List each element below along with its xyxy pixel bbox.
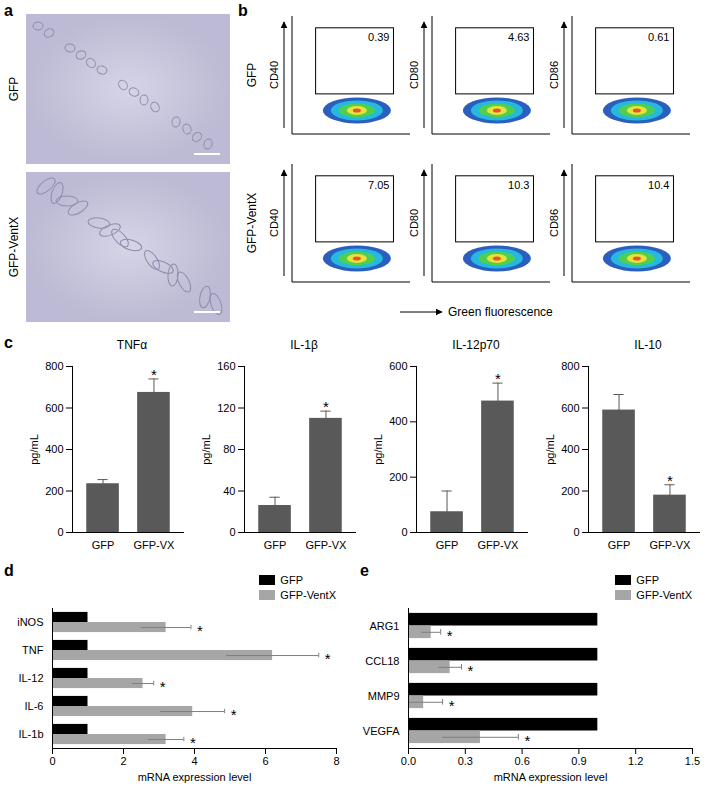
svg-text:200: 200 xyxy=(45,485,63,497)
svg-text:2: 2 xyxy=(120,755,126,767)
html-text:e: e xyxy=(360,562,369,579)
svg-text:0.61: 0.61 xyxy=(648,31,669,43)
svg-text:GFP-VentX: GFP-VentX xyxy=(7,217,21,278)
svg-text:400: 400 xyxy=(45,443,63,455)
svg-text:CD80: CD80 xyxy=(408,61,420,89)
svg-text:200: 200 xyxy=(389,471,407,483)
svg-text:*: * xyxy=(160,678,166,695)
html-text:TNFα: TNFα xyxy=(116,338,148,352)
svg-text:pg/mL: pg/mL xyxy=(372,434,384,465)
svg-text:8: 8 xyxy=(333,755,339,767)
svg-text:200: 200 xyxy=(561,485,579,497)
svg-text:TNF: TNF xyxy=(22,644,44,656)
svg-text:0.6: 0.6 xyxy=(514,755,529,767)
html-text:d: d xyxy=(4,562,14,579)
svg-text:600: 600 xyxy=(45,402,63,414)
svg-text:CCL18: CCL18 xyxy=(365,655,399,667)
svg-text:7.05: 7.05 xyxy=(368,179,389,191)
svg-text:4: 4 xyxy=(191,755,197,767)
svg-text:pg/mL: pg/mL xyxy=(28,434,40,465)
svg-text:mRNA expression level: mRNA expression level xyxy=(138,771,252,783)
svg-text:*: * xyxy=(325,650,331,667)
svg-text:iNOS: iNOS xyxy=(17,616,43,628)
svg-text:*: * xyxy=(468,662,474,679)
svg-text:0: 0 xyxy=(229,526,235,538)
svg-text:VEGFA: VEGFA xyxy=(363,725,400,737)
svg-text:120: 120 xyxy=(217,402,235,414)
svg-text:0.9: 0.9 xyxy=(571,755,586,767)
svg-text:400: 400 xyxy=(561,443,579,455)
svg-text:MMP9: MMP9 xyxy=(368,690,400,702)
html-text:GFP-VentX: GFP-VentX xyxy=(636,589,692,601)
svg-text:GFP-VX: GFP-VX xyxy=(477,539,519,551)
svg-text:b: b xyxy=(238,2,248,19)
svg-text:0: 0 xyxy=(573,526,579,538)
svg-text:6: 6 xyxy=(262,755,268,767)
svg-text:*: * xyxy=(524,732,530,749)
svg-text:GFP: GFP xyxy=(264,539,287,551)
svg-text:Green fluorescence: Green fluorescence xyxy=(448,305,553,319)
svg-text:CD40: CD40 xyxy=(268,61,280,89)
svg-text:a: a xyxy=(4,2,13,19)
svg-text:GFP-VentX: GFP-VentX xyxy=(245,193,259,254)
svg-text:*: * xyxy=(151,366,157,383)
svg-text:80: 80 xyxy=(223,443,235,455)
svg-text:GFP: GFP xyxy=(245,63,259,88)
svg-text:4.63: 4.63 xyxy=(508,31,529,43)
svg-text:IL-6: IL-6 xyxy=(25,700,44,712)
svg-text:0.0: 0.0 xyxy=(401,755,416,767)
svg-text:0: 0 xyxy=(49,755,55,767)
svg-text:*: * xyxy=(449,697,455,714)
svg-text:GFP-VX: GFP-VX xyxy=(649,539,691,551)
svg-text:IL-12: IL-12 xyxy=(18,672,43,684)
svg-text:0: 0 xyxy=(401,526,407,538)
svg-text:*: * xyxy=(323,398,329,415)
svg-text:10.3: 10.3 xyxy=(508,179,529,191)
html-text:GFP: GFP xyxy=(636,574,659,586)
svg-text:10.4: 10.4 xyxy=(648,179,669,191)
svg-text:600: 600 xyxy=(389,360,407,372)
svg-text:ARG1: ARG1 xyxy=(370,620,400,632)
svg-text:0.3: 0.3 xyxy=(458,755,473,767)
svg-text:CD80: CD80 xyxy=(408,209,420,237)
svg-text:800: 800 xyxy=(561,360,579,372)
svg-text:mRNA expression level: mRNA expression level xyxy=(494,771,608,783)
svg-text:CD86: CD86 xyxy=(548,61,560,89)
svg-text:GFP: GFP xyxy=(92,539,115,551)
svg-text:pg/mL: pg/mL xyxy=(200,434,212,465)
svg-text:400: 400 xyxy=(389,415,407,427)
svg-text:GFP-VX: GFP-VX xyxy=(133,539,175,551)
html-text:GFP: GFP xyxy=(280,574,303,586)
html-text:c: c xyxy=(4,334,13,351)
svg-text:1.2: 1.2 xyxy=(628,755,643,767)
svg-text:IL-1b: IL-1b xyxy=(18,728,43,740)
svg-text:1.5: 1.5 xyxy=(685,755,700,767)
svg-text:GFP: GFP xyxy=(436,539,459,551)
svg-text:GFP: GFP xyxy=(608,539,631,551)
svg-text:GFP-VX: GFP-VX xyxy=(305,539,347,551)
svg-text:600: 600 xyxy=(561,402,579,414)
html-text:IL-10: IL-10 xyxy=(634,338,662,352)
svg-text:*: * xyxy=(667,472,673,489)
svg-text:pg/mL: pg/mL xyxy=(544,434,556,465)
svg-text:*: * xyxy=(231,706,237,723)
html-text:IL-12p70: IL-12p70 xyxy=(452,338,500,352)
svg-text:*: * xyxy=(495,370,501,387)
svg-text:160: 160 xyxy=(217,360,235,372)
svg-text:*: * xyxy=(447,627,453,644)
svg-text:CD86: CD86 xyxy=(548,209,560,237)
svg-text:*: * xyxy=(197,622,203,639)
svg-text:0: 0 xyxy=(57,526,63,538)
svg-text:40: 40 xyxy=(223,485,235,497)
svg-text:0.39: 0.39 xyxy=(368,31,389,43)
svg-text:800: 800 xyxy=(45,360,63,372)
svg-text:GFP: GFP xyxy=(7,77,21,102)
html-text:GFP-VentX: GFP-VentX xyxy=(280,589,336,601)
html-text:IL-1β: IL-1β xyxy=(290,338,318,352)
svg-text:CD40: CD40 xyxy=(268,209,280,237)
